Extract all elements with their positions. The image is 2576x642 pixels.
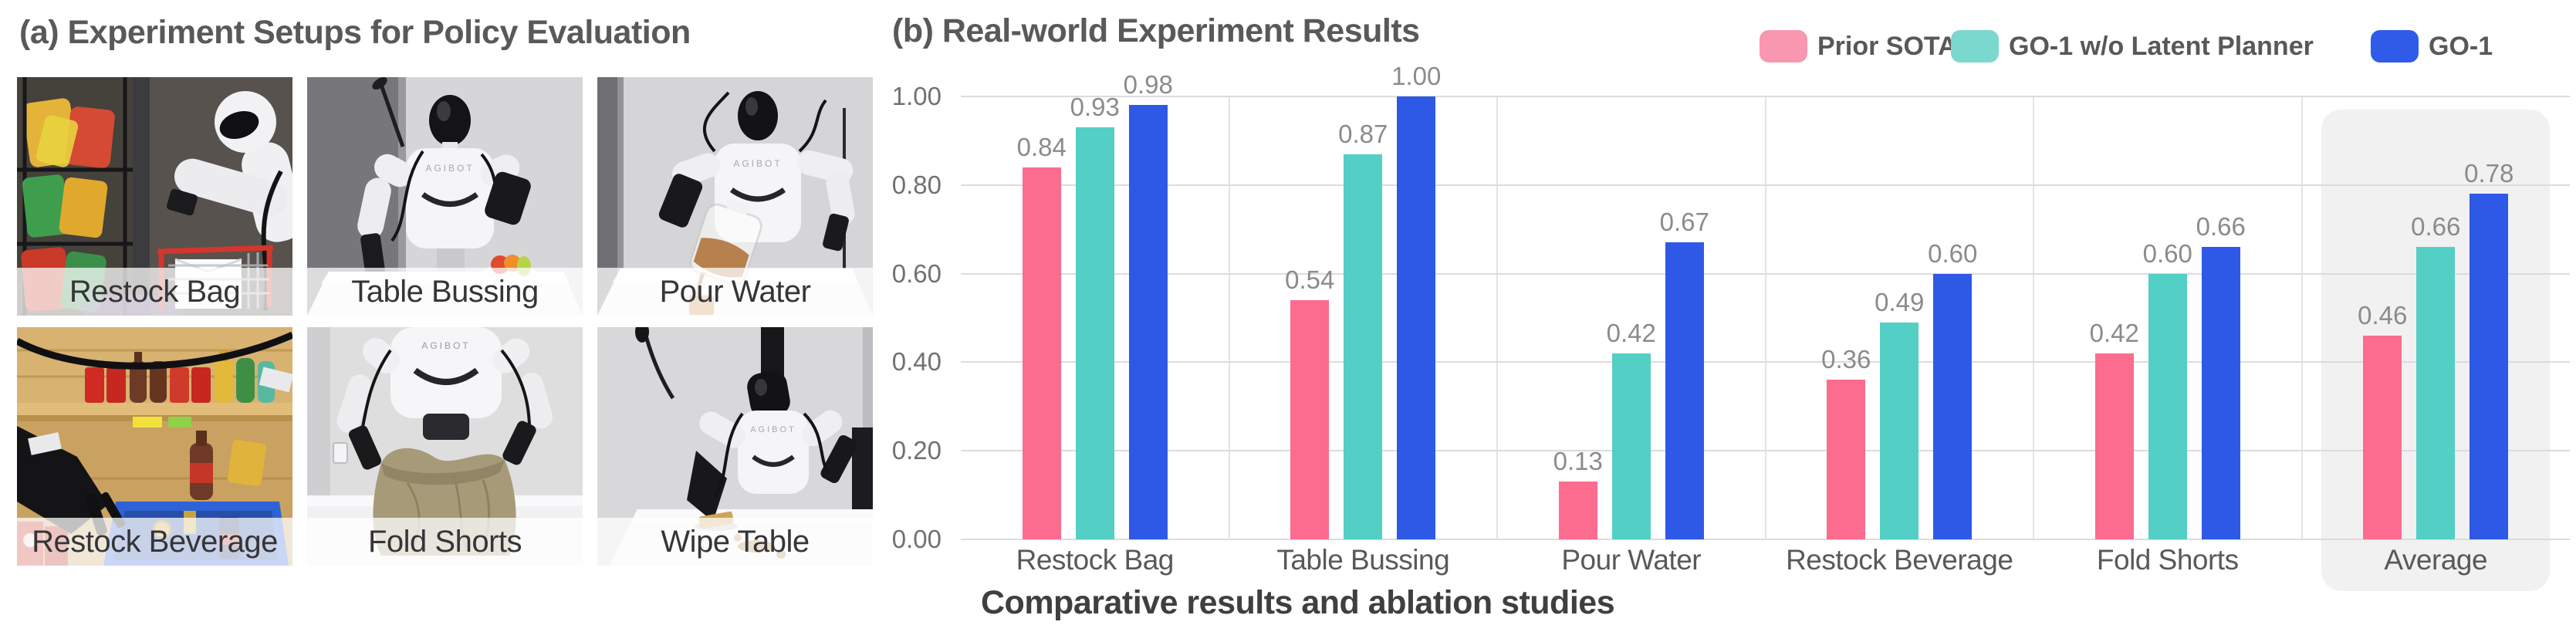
legend-swatch-go1-wo-latent-planner	[1951, 30, 1999, 63]
gridline	[961, 361, 2570, 363]
photo-label-banner: Fold Shorts	[307, 518, 583, 566]
legend-label: GO-1 w/o Latent Planner	[2009, 32, 2314, 61]
figure-caption: Comparative results and ablation studies	[981, 584, 1615, 621]
photo-table-bussing: AGIBOT Table Bussing	[307, 77, 583, 316]
x-category-label: Average	[2384, 544, 2488, 576]
bar-value-label: 0.87	[1338, 119, 1388, 148]
x-category-label: Fold Shorts	[2096, 544, 2239, 576]
photo-wipe-table: AGIBOT Wipe Table	[597, 327, 873, 566]
bar	[1558, 482, 1597, 539]
y-tick-label: 0.20	[891, 436, 941, 465]
panel-b-title: (b) Real-world Experiment Results	[892, 12, 1420, 49]
x-category-label: Restock Bag	[1016, 544, 1175, 576]
bar-value-label: 0.54	[1285, 265, 1335, 295]
legend-label: GO-1	[2429, 32, 2493, 61]
bar-value-label: 0.13	[1553, 447, 1603, 476]
bar-value-label: 0.67	[1659, 208, 1709, 237]
photo-restock-bag: Restock Bag	[17, 77, 292, 316]
bar	[1665, 242, 1704, 539]
bar-value-label: 0.66	[2411, 212, 2461, 242]
photo-label: Wipe Table	[661, 524, 810, 559]
bar-value-label: 0.49	[1875, 287, 1925, 316]
gridline	[961, 450, 2570, 452]
y-tick-label: 0.00	[891, 525, 941, 553]
bar	[1611, 353, 1651, 539]
bar-value-label: 0.36	[1821, 345, 1871, 374]
bar	[2470, 194, 2509, 539]
photo-label-banner: Restock Bag	[17, 268, 292, 316]
gridline	[961, 184, 2570, 186]
bar	[1397, 96, 1436, 539]
bar-value-label: 0.46	[2358, 300, 2408, 329]
photo-pour-water: AGIBOT Pour Water	[597, 77, 873, 316]
gridline	[961, 539, 2570, 540]
group-separator	[2033, 96, 2034, 539]
bar	[2201, 247, 2240, 539]
group-separator	[2300, 96, 2303, 539]
legend-label: Prior SOTA	[1817, 32, 1957, 61]
group-separator	[1496, 96, 1498, 539]
gridline	[961, 272, 2570, 275]
x-category-label: Pour Water	[1561, 544, 1702, 576]
y-tick-label: 0.40	[891, 347, 941, 377]
gridline	[961, 96, 2570, 97]
bar-value-label: 0.98	[1123, 70, 1173, 100]
bar-value-label: 0.42	[1606, 318, 1656, 347]
group-separator	[1228, 96, 1230, 539]
photo-label-banner: Wipe Table	[597, 518, 873, 566]
svg-text:AGIBOT: AGIBOT	[750, 425, 796, 434]
legend-swatch-prior-sota	[1760, 30, 1807, 63]
bar	[2363, 335, 2402, 539]
bar-value-label: 0.60	[1928, 238, 1978, 268]
bar-value-label: 0.60	[2142, 238, 2192, 268]
panel-a-title: (a) Experiment Setups for Policy Evaluat…	[19, 14, 691, 51]
x-category-label: Table Bussing	[1276, 544, 1450, 576]
bar	[2148, 273, 2187, 539]
bar	[1290, 300, 1330, 539]
bar	[2094, 353, 2134, 539]
photo-label: Pour Water	[659, 274, 811, 309]
photo-label-banner: Table Bussing	[307, 268, 583, 316]
photo-fold-shorts: AGIBOT Fold Shorts	[307, 327, 583, 566]
svg-text:AGIBOT: AGIBOT	[733, 158, 782, 169]
photo-label: Restock Beverage	[32, 524, 278, 559]
y-tick-label: 0.80	[891, 170, 941, 199]
x-category-label: Restock Beverage	[1786, 544, 2013, 576]
bar-value-label: 0.78	[2464, 159, 2514, 188]
bar-value-label: 0.93	[1070, 93, 1120, 122]
bar-value-label: 0.66	[2196, 212, 2246, 242]
bar	[1344, 154, 1383, 539]
bar-value-label: 0.84	[1016, 132, 1067, 161]
photo-label: Fold Shorts	[367, 524, 522, 559]
bar-value-label: 1.00	[1391, 62, 1442, 90]
svg-text:AGIBOT: AGIBOT	[425, 163, 474, 174]
bar	[1022, 167, 1061, 539]
photo-label: Table Bussing	[351, 274, 539, 309]
bar	[1933, 273, 1973, 539]
legend-item-prior-sota: Prior SOTA	[1760, 30, 1957, 63]
y-tick-label: 1.00	[891, 82, 941, 110]
legend-item-go1-wo-latent-planner: GO-1 w/o Latent Planner	[1951, 30, 2314, 63]
y-tick-label: 0.60	[891, 258, 941, 288]
group-separator	[1764, 96, 1766, 539]
bar	[1880, 322, 1919, 539]
bar	[1827, 380, 1866, 539]
svg-text:AGIBOT: AGIBOT	[421, 340, 470, 351]
photo-restock-beverage: Restock Beverage	[17, 327, 292, 566]
photo-label: Restock Bag	[69, 274, 241, 309]
bar	[2416, 247, 2456, 539]
bar	[1128, 105, 1168, 539]
legend-swatch-go1	[2371, 30, 2419, 63]
legend-item-go1: GO-1	[2371, 30, 2493, 63]
photo-label-banner: Restock Beverage	[17, 518, 292, 566]
photo-label-banner: Pour Water	[597, 268, 873, 316]
bar-value-label: 0.42	[2089, 318, 2139, 347]
bar	[1075, 127, 1114, 539]
